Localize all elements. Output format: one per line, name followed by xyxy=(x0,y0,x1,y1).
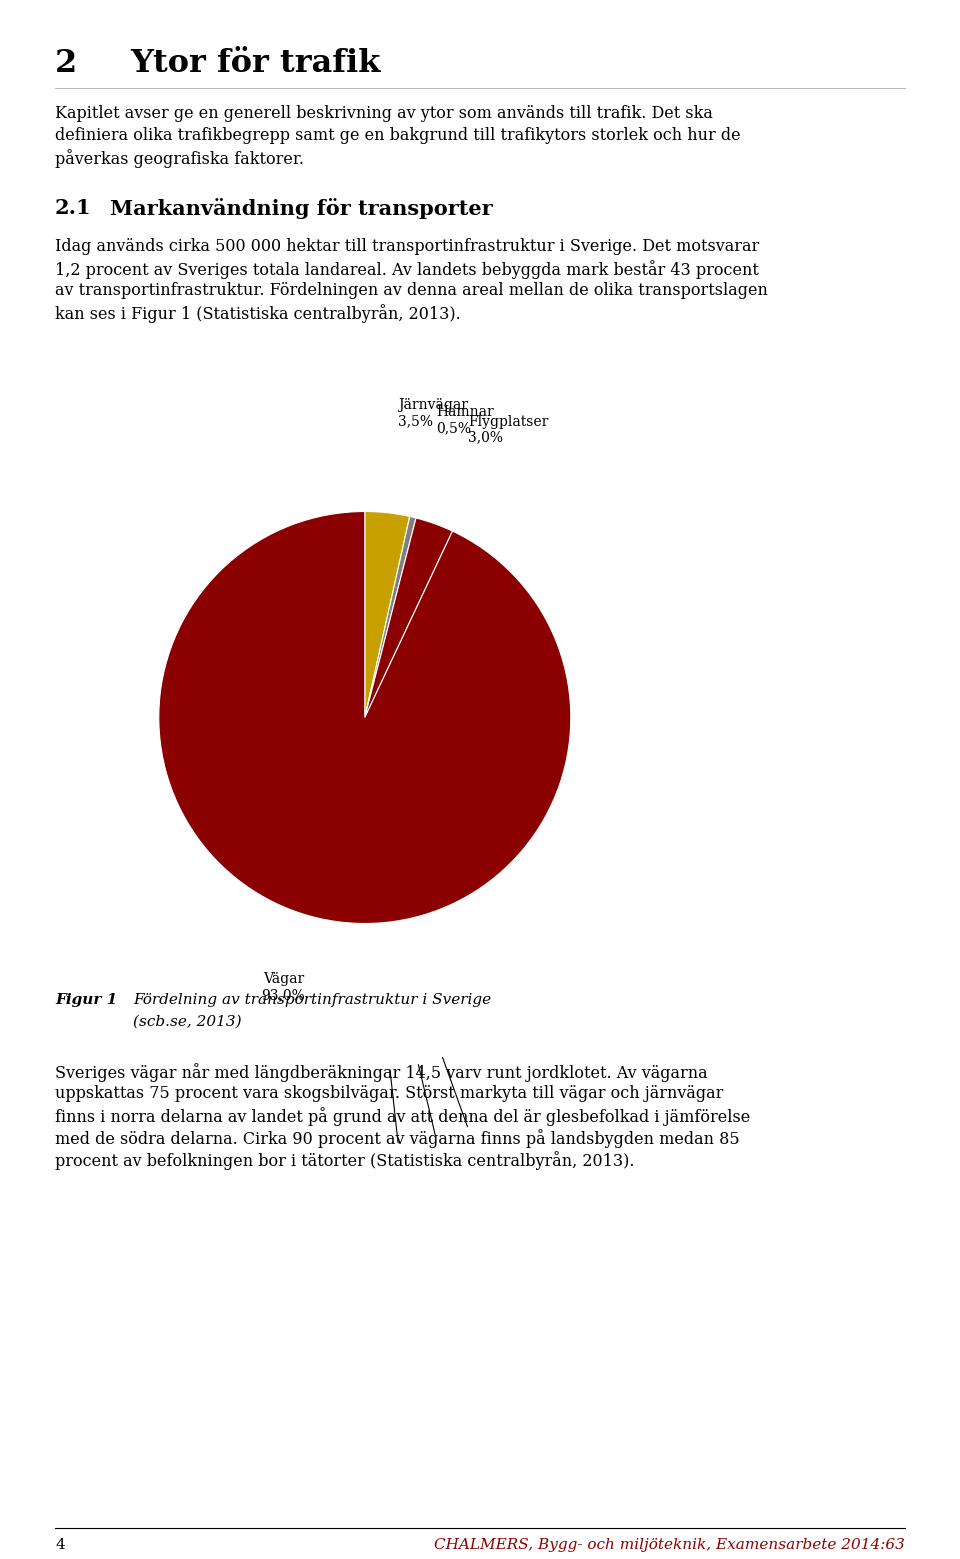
Text: 2.1: 2.1 xyxy=(55,198,91,218)
Text: Hamnar
0,5%: Hamnar 0,5% xyxy=(436,405,494,435)
Text: av transportinfrastruktur. Fördelningen av denna areal mellan de olika transport: av transportinfrastruktur. Fördelningen … xyxy=(55,282,768,299)
Text: Fördelning av transportinfrastruktur i Sverige: Fördelning av transportinfrastruktur i S… xyxy=(133,993,492,1007)
Wedge shape xyxy=(365,516,416,717)
Text: Flygplatser
3,0%: Flygplatser 3,0% xyxy=(468,415,549,444)
Text: Idag används cirka 500 000 hektar till transportinfrastruktur i Sverige. Det mot: Idag används cirka 500 000 hektar till t… xyxy=(55,239,759,256)
Text: CHALMERS, Bygg- och miljöteknik, Examensarbete 2014:63: CHALMERS, Bygg- och miljöteknik, Examens… xyxy=(434,1539,905,1553)
Text: kan ses i Figur 1 (Statistiska centralbyrån, 2013).: kan ses i Figur 1 (Statistiska centralby… xyxy=(55,304,461,323)
Text: procent av befolkningen bor i tätorter (Statistiska centralbyrån, 2013).: procent av befolkningen bor i tätorter (… xyxy=(55,1151,635,1169)
Wedge shape xyxy=(158,511,571,923)
Text: Kapitlet avser ge en generell beskrivning av ytor som används till trafik. Det s: Kapitlet avser ge en generell beskrivnin… xyxy=(55,104,713,122)
Text: definiera olika trafikbegrepp samt ge en bakgrund till trafikytors storlek och h: definiera olika trafikbegrepp samt ge en… xyxy=(55,126,740,143)
Text: Figur 1: Figur 1 xyxy=(55,993,117,1007)
Text: Sveriges vägar når med längdberäkningar 14,5 varv runt jordklotet. Av vägarna: Sveriges vägar når med längdberäkningar … xyxy=(55,1063,708,1082)
Text: uppskattas 75 procent vara skogsbilvägar. Störst markyta till vägar och järnväga: uppskattas 75 procent vara skogsbilvägar… xyxy=(55,1085,724,1102)
Wedge shape xyxy=(365,518,452,717)
Text: finns i norra delarna av landet på grund av att denna del är glesbefolkad i jämf: finns i norra delarna av landet på grund… xyxy=(55,1107,751,1126)
Text: med de södra delarna. Cirka 90 procent av vägarna finns på landsbygden medan 85: med de södra delarna. Cirka 90 procent a… xyxy=(55,1129,739,1147)
Wedge shape xyxy=(365,511,410,717)
Text: (scb.se, 2013): (scb.se, 2013) xyxy=(133,1015,242,1029)
Text: 2: 2 xyxy=(55,48,77,80)
Text: Ytor för trafik: Ytor för trafik xyxy=(130,48,380,80)
Text: Markanvändning för transporter: Markanvändning för transporter xyxy=(110,198,492,218)
Text: 4: 4 xyxy=(55,1539,64,1553)
Text: Vägar
93,0%: Vägar 93,0% xyxy=(261,973,304,1002)
Text: Järnvägar
3,5%: Järnvägar 3,5% xyxy=(398,399,468,429)
Text: påverkas geografiska faktorer.: påverkas geografiska faktorer. xyxy=(55,150,304,168)
Text: 1,2 procent av Sveriges totala landareal. Av landets bebyggda mark består 43 pro: 1,2 procent av Sveriges totala landareal… xyxy=(55,260,758,279)
